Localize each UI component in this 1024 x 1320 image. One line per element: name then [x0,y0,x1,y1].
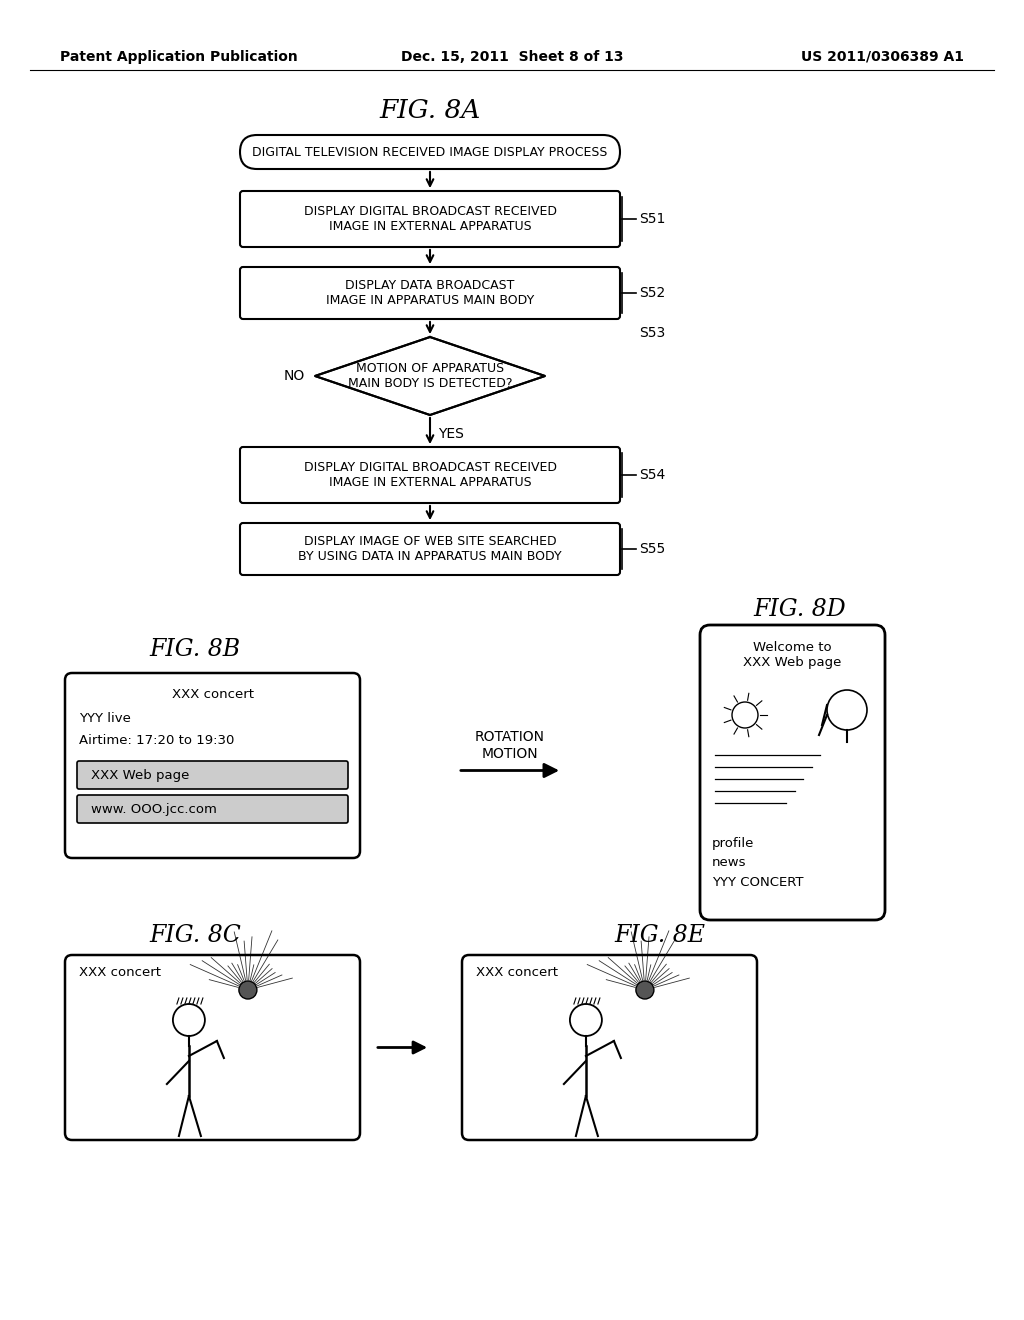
Text: XXX Web page: XXX Web page [91,768,189,781]
FancyBboxPatch shape [700,624,885,920]
Text: FIG. 8E: FIG. 8E [614,924,706,946]
FancyBboxPatch shape [240,191,620,247]
FancyBboxPatch shape [240,447,620,503]
Text: US 2011/0306389 A1: US 2011/0306389 A1 [801,50,964,63]
FancyBboxPatch shape [65,954,360,1140]
Circle shape [636,981,654,999]
Text: www. OOO.jcc.com: www. OOO.jcc.com [91,803,217,816]
Text: S53: S53 [639,326,666,341]
Text: XXX concert: XXX concert [171,689,254,701]
Text: Patent Application Publication: Patent Application Publication [60,50,298,63]
Text: S52: S52 [639,286,666,300]
Text: NO: NO [284,370,305,383]
FancyBboxPatch shape [240,523,620,576]
Text: Welcome to
XXX Web page: Welcome to XXX Web page [743,642,842,669]
FancyBboxPatch shape [77,762,348,789]
Text: Dec. 15, 2011  Sheet 8 of 13: Dec. 15, 2011 Sheet 8 of 13 [400,50,624,63]
FancyBboxPatch shape [65,673,360,858]
Text: FIG. 8C: FIG. 8C [150,924,241,946]
Text: DISPLAY IMAGE OF WEB SITE SEARCHED
BY USING DATA IN APPARATUS MAIN BODY: DISPLAY IMAGE OF WEB SITE SEARCHED BY US… [298,535,562,564]
Text: ROTATION
MOTION: ROTATION MOTION [475,730,545,760]
Text: FIG. 8D: FIG. 8D [754,598,847,622]
Text: YYY live: YYY live [79,711,131,725]
Text: XXX concert: XXX concert [476,966,558,979]
Text: DIGITAL TELEVISION RECEIVED IMAGE DISPLAY PROCESS: DIGITAL TELEVISION RECEIVED IMAGE DISPLA… [252,145,607,158]
Circle shape [239,981,257,999]
Text: news: news [712,857,746,870]
Text: DISPLAY DATA BROADCAST
IMAGE IN APPARATUS MAIN BODY: DISPLAY DATA BROADCAST IMAGE IN APPARATU… [326,279,535,308]
Text: DISPLAY DIGITAL BROADCAST RECEIVED
IMAGE IN EXTERNAL APPARATUS: DISPLAY DIGITAL BROADCAST RECEIVED IMAGE… [303,461,556,488]
Text: XXX concert: XXX concert [79,966,161,979]
Polygon shape [315,337,545,414]
Text: Airtime: 17:20 to 19:30: Airtime: 17:20 to 19:30 [79,734,234,747]
Text: profile: profile [712,837,755,850]
FancyBboxPatch shape [240,267,620,319]
Text: MOTION OF APPARATUS
MAIN BODY IS DETECTED?: MOTION OF APPARATUS MAIN BODY IS DETECTE… [348,362,512,389]
Text: YES: YES [438,426,464,441]
FancyBboxPatch shape [240,135,620,169]
Text: DISPLAY DIGITAL BROADCAST RECEIVED
IMAGE IN EXTERNAL APPARATUS: DISPLAY DIGITAL BROADCAST RECEIVED IMAGE… [303,205,556,234]
Text: FIG. 8A: FIG. 8A [379,98,480,123]
Text: S51: S51 [639,213,666,226]
Text: S55: S55 [639,543,666,556]
Text: YYY CONCERT: YYY CONCERT [712,876,804,890]
FancyBboxPatch shape [77,795,348,822]
FancyBboxPatch shape [462,954,757,1140]
Text: S54: S54 [639,469,666,482]
Text: FIG. 8B: FIG. 8B [150,639,241,661]
